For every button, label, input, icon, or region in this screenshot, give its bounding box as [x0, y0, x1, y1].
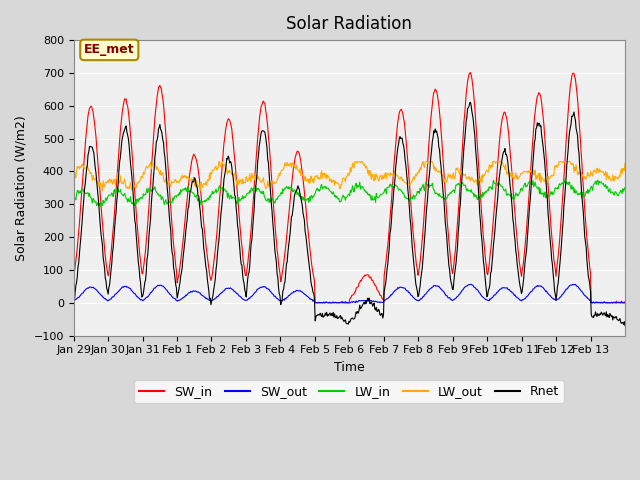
Text: EE_met: EE_met: [84, 43, 134, 56]
Y-axis label: Solar Radiation (W/m2): Solar Radiation (W/m2): [15, 115, 28, 261]
Title: Solar Radiation: Solar Radiation: [286, 15, 412, 33]
X-axis label: Time: Time: [334, 361, 365, 374]
Legend: SW_in, SW_out, LW_in, LW_out, Rnet: SW_in, SW_out, LW_in, LW_out, Rnet: [134, 380, 564, 403]
